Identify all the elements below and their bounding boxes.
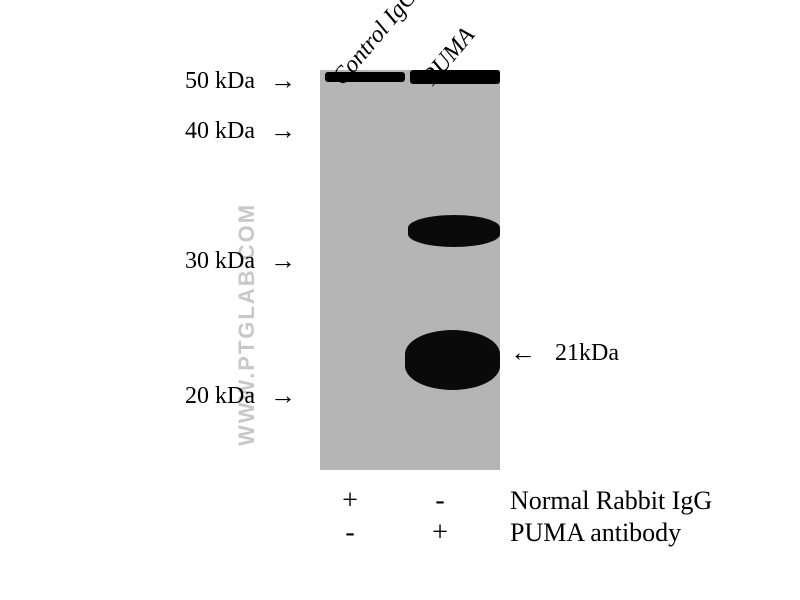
reagent-label-0: Normal Rabbit IgG	[510, 486, 712, 516]
mw-arrow-50: →	[270, 68, 296, 94]
reagent-label-1: PUMA antibody	[510, 518, 681, 548]
mw-arrow-20: →	[270, 383, 296, 409]
mw-label-20: 20 kDa	[165, 383, 255, 410]
mw-label-40: 40 kDa	[165, 118, 255, 145]
reagent-sign-r1c1: +	[425, 517, 455, 549]
target-band-label: 21kDa	[555, 340, 619, 367]
reagent-sign-r0c1: -	[425, 485, 455, 517]
reagent-sign-r1c0: -	[335, 517, 365, 549]
band-puma-33kda	[408, 215, 500, 247]
mw-arrow-40: →	[270, 118, 296, 144]
mw-label-50: 50 kDa	[165, 68, 255, 95]
blot-membrane	[320, 70, 500, 470]
figure-container: WWW.PTGLAB.COM Control IgG PUMA 50 kDa →…	[0, 0, 800, 600]
target-arrow-icon: ←	[510, 340, 536, 366]
reagent-sign-r0c0: +	[335, 485, 365, 517]
mw-arrow-30: →	[270, 248, 296, 274]
band-puma-21kda	[405, 330, 500, 390]
mw-label-30: 30 kDa	[165, 248, 255, 275]
